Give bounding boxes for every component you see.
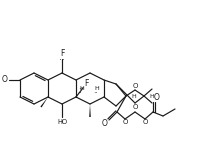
Text: HO: HO: [57, 119, 67, 125]
Text: H: H: [131, 94, 136, 98]
Text: ··: ··: [78, 86, 84, 95]
Text: O: O: [122, 119, 128, 125]
Text: H: H: [149, 94, 154, 98]
Text: O: O: [132, 83, 138, 89]
Text: ··: ··: [59, 57, 65, 66]
Text: F: F: [60, 50, 64, 59]
Text: ··: ··: [93, 89, 97, 98]
Text: ··: ··: [78, 89, 82, 98]
Text: H: H: [95, 86, 99, 90]
Text: O: O: [154, 94, 160, 103]
Text: O: O: [142, 119, 148, 125]
Text: O: O: [102, 119, 108, 128]
Text: F: F: [84, 80, 88, 89]
Polygon shape: [89, 104, 91, 117]
Text: O: O: [2, 75, 8, 84]
Text: H: H: [80, 86, 84, 90]
Text: O: O: [132, 104, 138, 110]
Polygon shape: [40, 97, 48, 107]
